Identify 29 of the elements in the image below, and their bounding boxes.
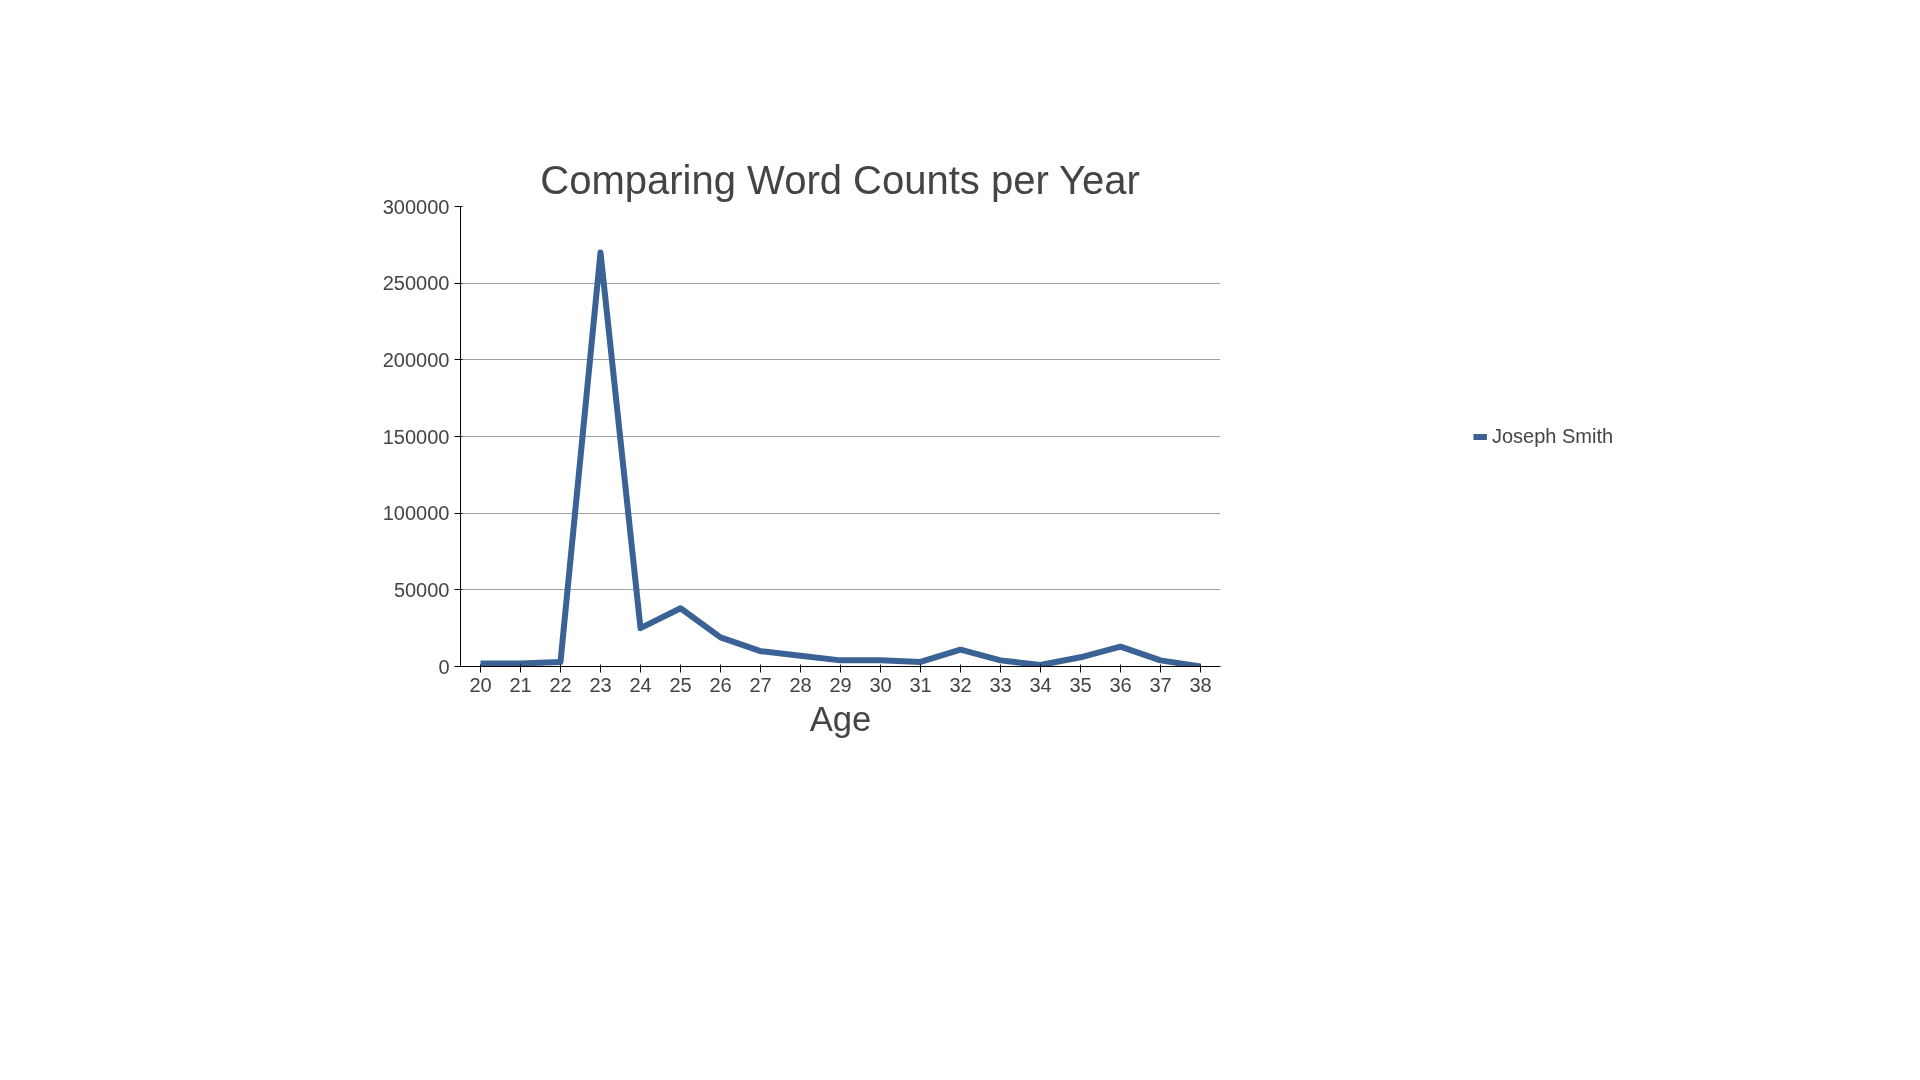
- x-tick-label: 32: [949, 673, 972, 696]
- x-tick-label: 27: [749, 673, 772, 696]
- x-tick-label: 26: [709, 673, 732, 696]
- y-tick-label: 100000: [382, 502, 450, 525]
- y-tick-label: 150000: [382, 425, 450, 448]
- x-tick-label: 24: [629, 673, 652, 696]
- x-tick-label: 38: [1189, 673, 1212, 696]
- x-tick-label: 21: [509, 673, 532, 696]
- x-tick-label: 30: [869, 673, 892, 696]
- chart-title: Comparing Word Counts per Year: [540, 157, 1140, 202]
- legend-label: Joseph Smith: [1491, 424, 1614, 448]
- y-tick-label: 250000: [382, 272, 450, 295]
- y-tick-label: 50000: [393, 578, 450, 601]
- x-tick-label: 23: [589, 673, 612, 696]
- x-tick-label: 22: [549, 673, 572, 696]
- x-tick-label: 28: [789, 673, 812, 696]
- x-tick-label: 35: [1069, 673, 1092, 696]
- y-tick-label: 0: [438, 655, 450, 678]
- x-tick-label: 31: [909, 673, 932, 696]
- y-tick-label: 200000: [382, 348, 450, 371]
- x-tick-label: 34: [1029, 673, 1052, 696]
- y-tick-label: 300000: [382, 195, 450, 218]
- x-tick-label: 25: [669, 673, 692, 696]
- x-tick-label: 37: [1149, 673, 1172, 696]
- x-tick-label: 36: [1109, 673, 1132, 696]
- x-tick-label: 29: [829, 673, 852, 696]
- x-tick-label: 20: [469, 673, 492, 696]
- x-axis-title: Age: [809, 699, 872, 738]
- x-tick-label: 33: [989, 673, 1012, 696]
